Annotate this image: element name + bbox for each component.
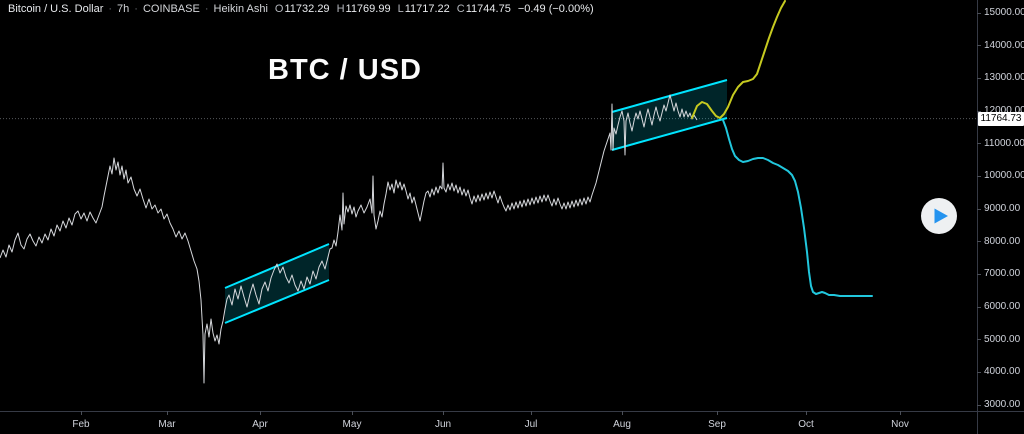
time-tick-label: Oct [798,419,814,430]
time-tick-label: Feb [72,419,90,430]
price-tick-label: 12000.00 [984,105,1024,116]
separator-dot: · [204,3,209,15]
price-tick-label: 9000.00 [984,203,1021,214]
symbol-info-bar: Bitcoin / U.S. Dollar · 7h · COINBASE · Heikin… [8,3,594,15]
time-axis-border [0,411,1024,412]
time-tick-mark [622,411,623,415]
channel-mar-may-upper-line[interactable] [224,243,330,289]
time-tick-label: Aug [613,419,631,430]
price-tick-label: 11000.00 [984,137,1024,149]
time-tick-label: Mar [158,419,176,430]
price-tick-mark [977,208,981,210]
close-value: 11744.75 [465,3,511,15]
price-series-line[interactable] [0,94,698,384]
exchange-label[interactable]: COINBASE [142,3,200,15]
bear-projection-line[interactable] [722,119,873,297]
time-tick-mark [81,411,82,415]
price-tick-mark [977,241,981,243]
time-tick-label: May [342,419,362,430]
price-tick-mark [977,306,981,308]
time-tick-label: Apr [252,419,268,430]
channel-mar-may-fill[interactable] [225,244,329,323]
price-tick-label: 8000.00 [984,235,1021,247]
price-tick-label: 14000.00 [984,39,1024,51]
price-tick-mark [977,339,981,341]
channel-aug-sep-lower-line[interactable] [611,117,728,151]
price-tick-mark [977,110,981,112]
price-tick-mark [977,371,981,373]
time-tick-label: Jun [434,419,452,430]
play-icon [934,208,948,224]
price-tick-label: 3000.00 [984,399,1021,410]
time-tick-mark [806,411,807,415]
interval-label[interactable]: 7h [117,3,130,15]
price-tick-mark [977,143,981,145]
price-axis-border [977,0,978,434]
channel-mar-may-lower-line[interactable] [224,279,330,324]
change-value: −0.49 (−0.00%) [517,3,594,15]
price-tick-mark [977,12,981,14]
open-label: O [274,3,284,15]
current-price-badge: 11764.73 [978,112,1024,126]
symbol-title[interactable]: Bitcoin / U.S. Dollar [8,3,104,15]
time-tick-label: Nov [891,419,909,430]
price-tick-label: 13000.00 [984,72,1024,84]
high-value: 11769.99 [345,3,391,15]
time-tick-mark [260,411,261,415]
price-tick-label: 5000.00 [984,333,1021,345]
replay-play-button[interactable] [921,198,957,234]
price-tick-mark [977,77,981,79]
separator-dot: · [108,3,113,15]
high-label: H [336,3,345,15]
bull-projection-line[interactable] [691,0,786,119]
price-tick-mark [977,175,981,177]
time-tick-mark [717,411,718,415]
chart-style-label[interactable]: Heikin Ashi [213,3,268,15]
time-tick-label: Jul [524,419,538,430]
time-tick-mark [167,411,168,415]
separator-dot: · [134,3,138,15]
channel-aug-sep-fill[interactable] [612,80,727,150]
low-value: 11717.22 [404,3,450,15]
price-tick-mark [977,45,981,47]
time-tick-mark [352,411,353,415]
price-tick-label: 7000.00 [984,268,1021,280]
open-value: 11732.29 [284,3,330,15]
time-tick-mark [531,411,532,415]
close-label: C [456,3,465,15]
time-tick-label: Sep [708,419,726,430]
low-label: L [397,3,404,15]
price-tick-mark [977,404,981,406]
symbol-watermark: BTC / USD [268,54,422,86]
price-tick-label: 15000.00 [984,7,1024,18]
price-tick-label: 6000.00 [984,301,1021,312]
time-axis[interactable]: Feb Mar Apr May Jun Jul Aug Sep Oct Nov [0,411,1024,434]
price-tick-mark [977,273,981,275]
price-axis[interactable]: 15000.00 14000.00 13000.00 12000.00 11000.00… [977,0,1024,411]
price-tick-label: 10000.00 [984,170,1024,182]
time-tick-mark [443,411,444,415]
price-tick-label: 4000.00 [984,366,1021,378]
time-tick-mark [900,411,901,415]
